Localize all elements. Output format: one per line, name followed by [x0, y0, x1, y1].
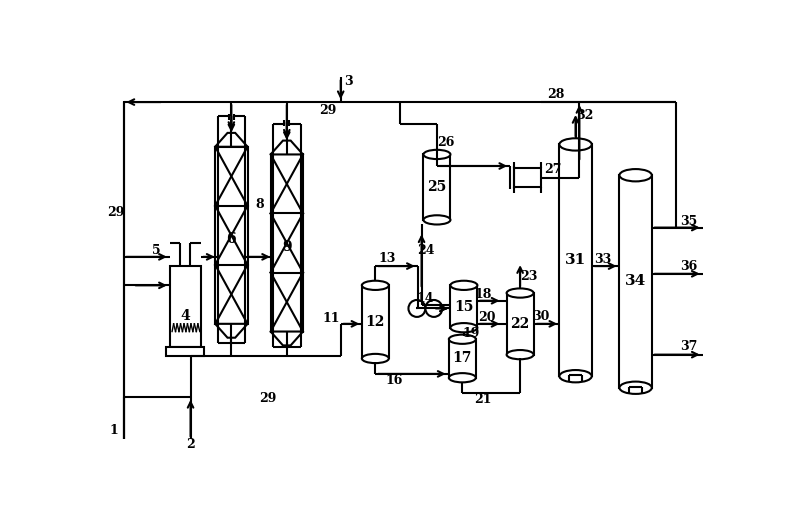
Text: 12: 12 [366, 315, 385, 329]
Bar [450, 285, 478, 328]
Text: 17: 17 [453, 352, 472, 366]
Bar [449, 339, 476, 378]
Ellipse shape [450, 281, 478, 290]
Ellipse shape [449, 334, 476, 344]
Text: 8: 8 [255, 198, 264, 211]
Text: 9: 9 [282, 240, 292, 254]
Ellipse shape [559, 370, 592, 383]
Polygon shape [215, 133, 247, 147]
Polygon shape [215, 324, 247, 338]
Bar [514, 169, 541, 187]
Text: 5: 5 [151, 244, 160, 257]
Ellipse shape [506, 350, 534, 359]
Text: 25: 25 [427, 180, 446, 194]
Bar [270, 155, 303, 331]
Text: 27: 27 [544, 163, 562, 176]
Text: 19: 19 [463, 327, 480, 340]
Circle shape [426, 300, 442, 317]
Ellipse shape [449, 373, 476, 383]
Bar [423, 155, 450, 220]
Text: 22: 22 [510, 317, 530, 331]
Text: 29: 29 [259, 392, 276, 405]
Text: 31: 31 [565, 253, 586, 267]
Text: 37: 37 [680, 340, 698, 354]
Text: 35: 35 [680, 215, 698, 228]
Text: 32: 32 [576, 110, 594, 123]
Ellipse shape [362, 354, 389, 363]
Polygon shape [270, 141, 303, 155]
Ellipse shape [559, 138, 592, 150]
Text: 15: 15 [454, 299, 474, 313]
Text: 20: 20 [478, 311, 496, 324]
Text: 29: 29 [107, 206, 125, 219]
Ellipse shape [619, 382, 652, 394]
Text: 23: 23 [520, 269, 538, 283]
Text: 1: 1 [110, 423, 118, 436]
Bar [559, 144, 592, 376]
Circle shape [409, 300, 426, 317]
Bar [619, 175, 652, 388]
Text: 11: 11 [322, 312, 340, 325]
Text: 16: 16 [386, 374, 403, 387]
Text: 24: 24 [417, 244, 434, 257]
Bar [506, 293, 534, 355]
Ellipse shape [423, 215, 450, 224]
Bar [166, 347, 205, 356]
Text: 21: 21 [474, 393, 492, 406]
Bar [170, 266, 201, 347]
Text: 13: 13 [378, 252, 395, 265]
Text: 30: 30 [532, 310, 550, 323]
Text: 36: 36 [680, 260, 698, 272]
Text: 33: 33 [594, 253, 611, 266]
Text: 28: 28 [548, 88, 565, 101]
Text: 29: 29 [319, 104, 336, 117]
Text: 6: 6 [226, 232, 236, 246]
Text: 2: 2 [186, 438, 195, 451]
Text: 18: 18 [474, 288, 492, 301]
Ellipse shape [450, 323, 478, 332]
Text: 3: 3 [344, 75, 353, 88]
Ellipse shape [423, 150, 450, 159]
Text: 14: 14 [417, 292, 434, 305]
Ellipse shape [362, 281, 389, 290]
Ellipse shape [619, 169, 652, 181]
Text: 26: 26 [438, 136, 455, 149]
Ellipse shape [506, 288, 534, 298]
Bar [362, 285, 389, 358]
Polygon shape [270, 331, 303, 345]
Text: 34: 34 [625, 275, 646, 288]
Bar [215, 147, 247, 324]
Text: 4: 4 [180, 309, 190, 323]
